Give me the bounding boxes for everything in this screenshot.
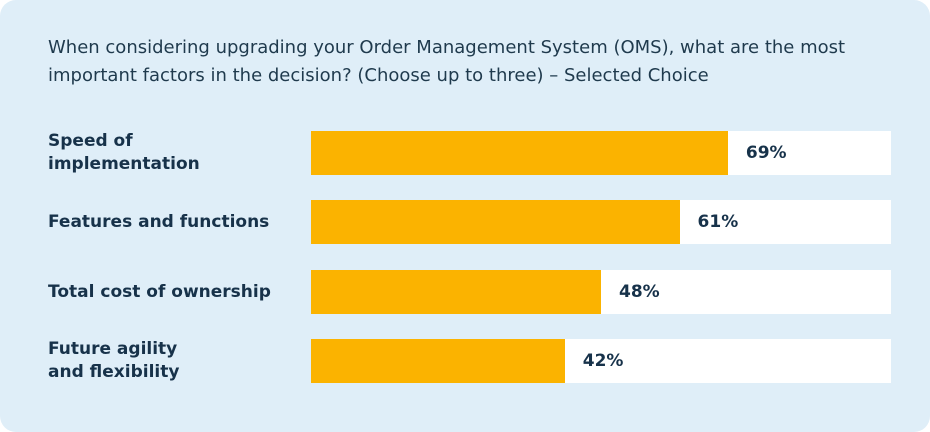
category-label: Speed of implementation [48, 131, 200, 174]
bar [311, 131, 728, 175]
value-label: 42% [582, 351, 624, 371]
value-label: 69% [745, 143, 787, 163]
category-label: Future agility and flexibility [48, 339, 180, 382]
bar [311, 200, 680, 244]
value-label: 48% [619, 282, 660, 302]
category-label: Total cost of ownership [48, 281, 271, 302]
bar-track: 69% [311, 131, 891, 175]
value-label: 61% [697, 212, 739, 232]
bar-track: 61% [311, 200, 891, 244]
bar-track: 48% [311, 270, 891, 314]
bar [311, 270, 601, 314]
category-label: Features and functions [48, 211, 270, 232]
chart-title: When considering upgrading your Order Ma… [48, 37, 846, 86]
bar-track: 42% [311, 339, 891, 383]
bar [311, 339, 565, 383]
